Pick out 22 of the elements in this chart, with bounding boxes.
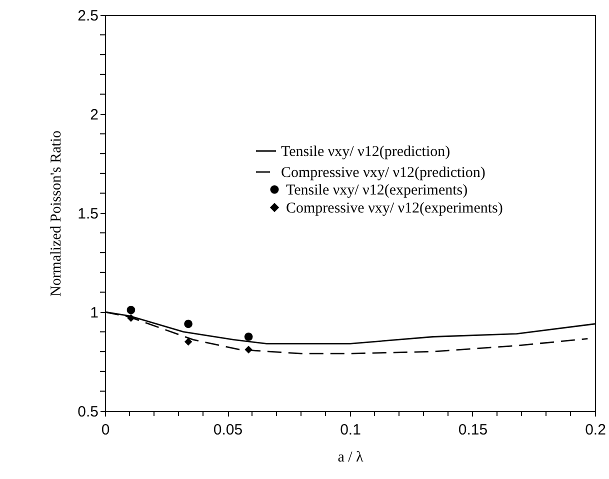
x-tick-label: 0.2 — [585, 422, 606, 438]
x-tick-label: 0.15 — [458, 422, 488, 438]
x-tick-label: 0 — [101, 422, 110, 438]
x-tick-label: 0.05 — [213, 422, 243, 438]
legend-label: Tensile νxy/ ν12(prediction) — [281, 144, 450, 160]
legend-label: Compressive νxy/ ν12(experiments) — [286, 200, 503, 216]
y-tick-label: 2 — [90, 106, 98, 124]
x-tick-label: 0.1 — [340, 422, 361, 438]
y-tick-label: 1 — [90, 304, 98, 322]
point — [184, 320, 192, 328]
y-axis-title: Normalized Poisson's Ratio — [48, 130, 65, 297]
legend-label: Tensile νxy/ ν12(experiments) — [286, 182, 468, 198]
point — [127, 314, 135, 322]
y-tick-label: 2.5 — [78, 8, 98, 24]
x-axis-title: a / λ — [338, 450, 364, 466]
point — [126, 306, 136, 314]
point — [244, 332, 253, 341]
point — [244, 346, 252, 354]
y-tick-label: 1.5 — [78, 206, 98, 222]
point — [184, 338, 192, 346]
legend-label: Compressive νxy/ ν12(prediction) — [281, 165, 486, 181]
y-tick-label: 0.5 — [78, 404, 98, 420]
